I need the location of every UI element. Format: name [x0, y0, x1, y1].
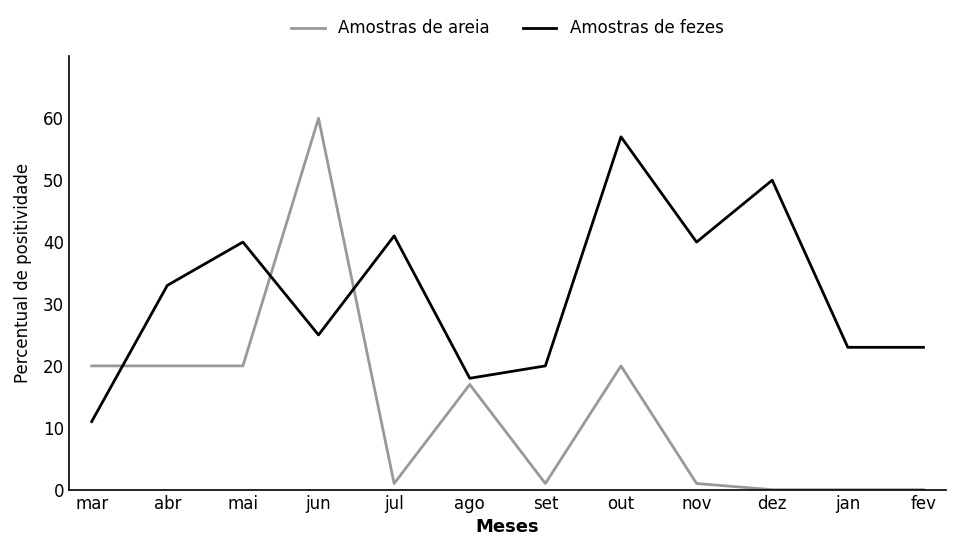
X-axis label: Meses: Meses: [476, 518, 540, 536]
Legend: Amostras de areia, Amostras de fezes: Amostras de areia, Amostras de fezes: [285, 13, 731, 44]
Y-axis label: Percentual de positividade: Percentual de positividade: [13, 163, 32, 383]
